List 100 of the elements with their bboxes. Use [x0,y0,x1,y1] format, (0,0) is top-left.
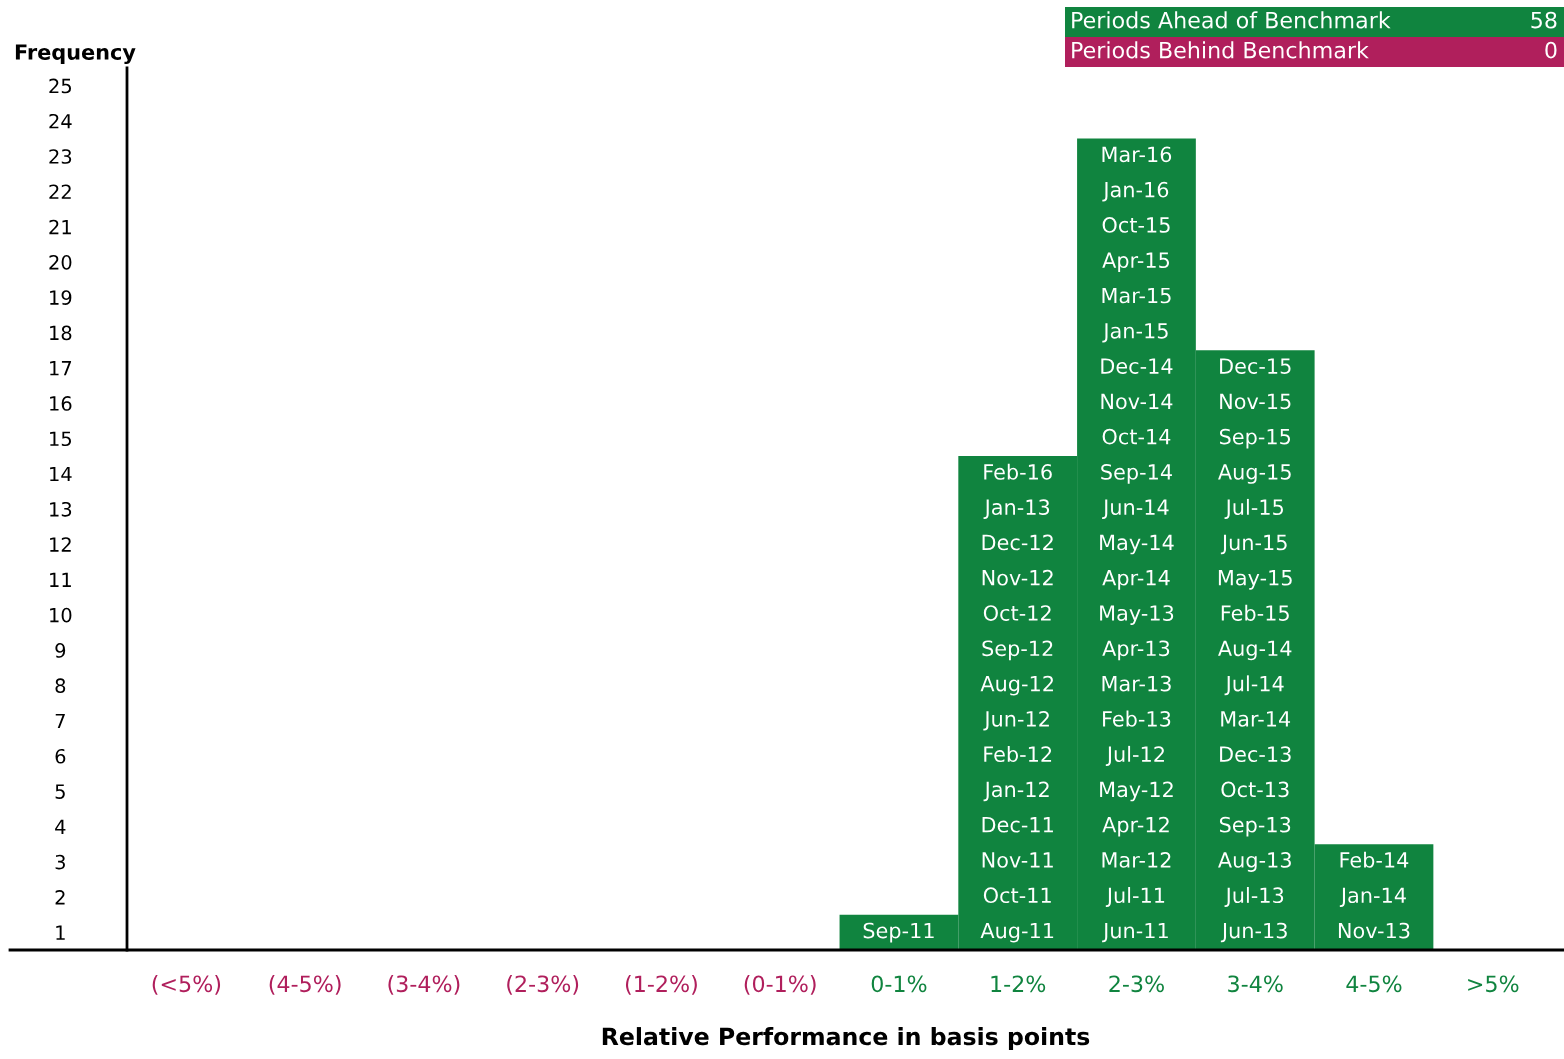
x-tick-label: 4-5% [1346,975,1402,993]
y-tick-label: 4 [55,819,66,834]
annotation: Nov-15 [1220,393,1291,410]
y-tick-label: 3 [55,854,65,870]
y-axis-title: Frequency [15,44,136,65]
y-tick-label: 2 [55,890,65,905]
annotation: Jul-15 [1224,498,1283,519]
text: 58 [1531,11,1557,29]
x-tick-label: (1-2%) [625,975,697,995]
y-tick-label: 8 [55,678,66,694]
x-tick-label: >5% [1468,975,1519,993]
annotation: Oct-14 [1102,428,1171,445]
y-tick-label: 16 [50,396,72,411]
x-tick-label: 1-2% [991,975,1046,993]
y-tick-label: 19 [50,290,72,305]
annotation: Dec-11 [982,817,1053,833]
y-tick-label: 6 [55,748,66,764]
legend-label: Periods Behind Benchmark [1072,41,1369,59]
x-axis-title: Relative Performance in basis points [602,1027,1090,1050]
y-tick-label: 12 [50,537,71,552]
annotation: Jun-15 [1220,534,1287,555]
y-tick-label: 7 [55,713,65,729]
annotation: Jan-15 [1102,323,1168,343]
y-tick-label: 11 [50,572,71,587]
legend-label: Periods Ahead of Benchmark [1072,11,1391,29]
y-tick-label: 22 [49,184,71,199]
y-tick-label: 13 [50,501,72,517]
annotation: Feb-14 [1340,851,1409,868]
annotation: Sep-12 [982,640,1053,661]
y-tick-label: 23 [49,149,72,164]
annotation: Jun-12 [983,710,1049,731]
x-tick-label: 3-4% [1228,975,1283,993]
annotation: Mar-12 [1102,852,1171,868]
y-tick-label: 25 [49,78,72,94]
annotation: Aug-14 [1218,640,1292,661]
annotation: May-14 [1100,534,1174,555]
annotation: Apr-15 [1102,252,1170,273]
annotation: Apr-13 [1102,640,1170,661]
y-tick-label: 1 [56,925,65,940]
annotation: Oct-12 [983,605,1051,621]
annotation: Mar-14 [1221,711,1291,727]
annotation: Aug-13 [1218,852,1291,872]
y-tick-label: 15 [50,431,72,447]
annotation: Nov-12 [982,569,1053,586]
annotation: Feb-16 [984,463,1052,480]
x-tick-label: (3-4%) [388,975,460,995]
x-tick-label: 2-3% [1109,975,1164,993]
annotation: Jun-13 [1220,922,1287,943]
annotation: Sep-13 [1219,816,1291,837]
y-tick-label: 17 [50,361,72,376]
annotation: Aug-15 [1218,464,1291,484]
y-tick-label: 10 [50,607,72,623]
annotation: Apr-12 [1102,816,1169,837]
x-tick-label: (<5%) [152,975,221,995]
annotation: Oct-11 [983,887,1051,904]
annotation: Jul-13 [1224,887,1284,907]
annotation: Jun-11 [1102,922,1168,943]
y-tick-label: 21 [49,219,71,235]
text: 0 [1545,41,1557,59]
annotation: Mar-15 [1102,287,1171,304]
y-tick-label: 9 [55,643,66,658]
annotation: Aug-12 [980,675,1053,696]
y-tick-label: 20 [49,255,72,270]
annotation: Feb-15 [1221,604,1289,621]
annotation: Aug-11 [980,922,1054,943]
annotation: Dec-13 [1220,746,1291,762]
annotation: Jul-11 [1105,887,1165,907]
x-tick-label: 0-1% [871,975,927,993]
y-tick-label: 5 [55,784,65,799]
annotation: Sep-15 [1219,428,1291,449]
annotation: Dec-12 [982,534,1053,551]
y-tick-label: 18 [50,325,72,341]
annotation: Oct-15 [1102,217,1170,233]
x-tick-label: (2-3%) [507,975,579,995]
annotation: Jan-13 [983,499,1050,519]
annotation: Jan-16 [1102,181,1169,202]
annotation: Jul-14 [1224,675,1284,696]
annotation: Feb-13 [1103,710,1171,727]
annotation: Dec-15 [1220,358,1291,374]
annotation: Sep-14 [1101,464,1172,484]
annotation: Nov-13 [1338,922,1410,939]
annotation: Jan-14 [1339,887,1406,907]
annotation: Dec-14 [1101,358,1173,374]
annotation: Mar-13 [1102,675,1171,692]
annotation: Jul-12 [1105,745,1164,766]
annotation: Oct-13 [1221,781,1289,798]
annotation: Nov-14 [1101,393,1173,410]
annotation: May-15 [1218,570,1292,590]
annotation: Apr-14 [1102,570,1170,590]
annotation: Jun-14 [1102,499,1169,519]
x-tick-label: (0-1%) [744,975,816,995]
annotation: Sep-11 [863,922,934,943]
annotation: Mar-16 [1102,146,1172,163]
x-tick-label: (4-5%) [269,975,341,995]
annotation: Nov-11 [982,852,1053,868]
annotation: Jan-12 [983,781,1049,802]
annotation: May-12 [1100,781,1173,802]
annotation: May-13 [1100,605,1174,625]
y-tick-label: 24 [49,113,72,129]
annotation: Feb-12 [984,745,1052,762]
